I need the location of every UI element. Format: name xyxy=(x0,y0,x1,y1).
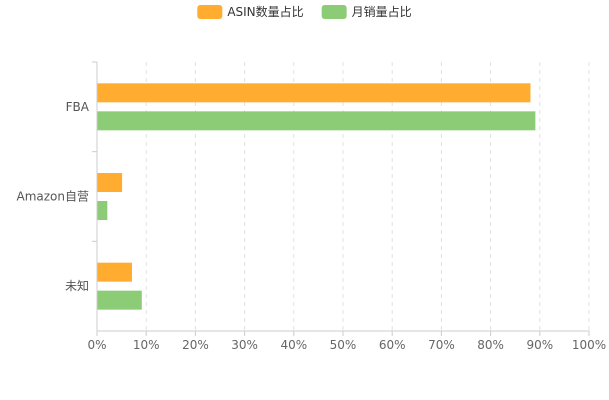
bar-asin-1 xyxy=(97,173,123,192)
x-tick-label: 0% xyxy=(87,338,106,352)
bar-asin-2 xyxy=(97,262,132,282)
category-label: Amazon自营 xyxy=(17,190,90,204)
axis-labels: 0% 10% 20% 30% 40% 50% 60% 70% 80% 90% 100% FBA Amaz… xyxy=(17,100,607,352)
bar-sales-0 xyxy=(97,111,536,131)
x-tick-label: 70% xyxy=(428,338,455,352)
x-tick-label: 100% xyxy=(572,338,606,352)
x-tick-label: 80% xyxy=(477,338,504,352)
x-tick-label: 10% xyxy=(133,338,160,352)
x-tick-label: 60% xyxy=(379,338,406,352)
axes xyxy=(92,61,590,336)
chart-legend: ASIN数量占比 月销量占比 xyxy=(197,4,412,19)
legend-swatch[interactable] xyxy=(197,5,223,19)
grid-lines xyxy=(145,62,590,331)
category-label: FBA xyxy=(66,100,90,114)
x-tick-label: 50% xyxy=(330,338,357,352)
bar-asin-0 xyxy=(97,83,531,103)
legend-label: 月销量占比 xyxy=(352,4,412,19)
x-tick-label: 90% xyxy=(526,338,553,352)
bars xyxy=(97,83,536,310)
category-label: 未知 xyxy=(65,279,89,293)
legend-label: ASIN数量占比 xyxy=(227,4,303,19)
legend-swatch[interactable] xyxy=(321,5,347,19)
x-tick-label: 40% xyxy=(280,338,307,352)
bar-sales-1 xyxy=(97,201,108,220)
x-tick-label: 20% xyxy=(182,338,209,352)
bar-sales-2 xyxy=(97,290,142,310)
x-tick-label: 30% xyxy=(231,338,258,352)
